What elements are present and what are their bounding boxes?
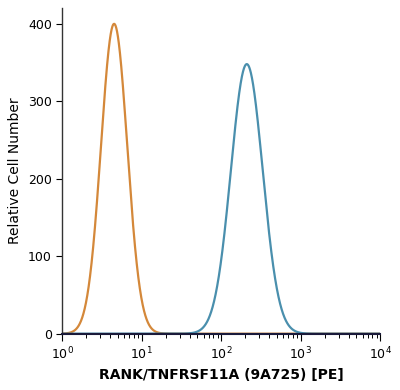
X-axis label: RANK/TNFRSF11A (9A725) [PE]: RANK/TNFRSF11A (9A725) [PE] [99,368,344,382]
Y-axis label: Relative Cell Number: Relative Cell Number [8,98,22,244]
